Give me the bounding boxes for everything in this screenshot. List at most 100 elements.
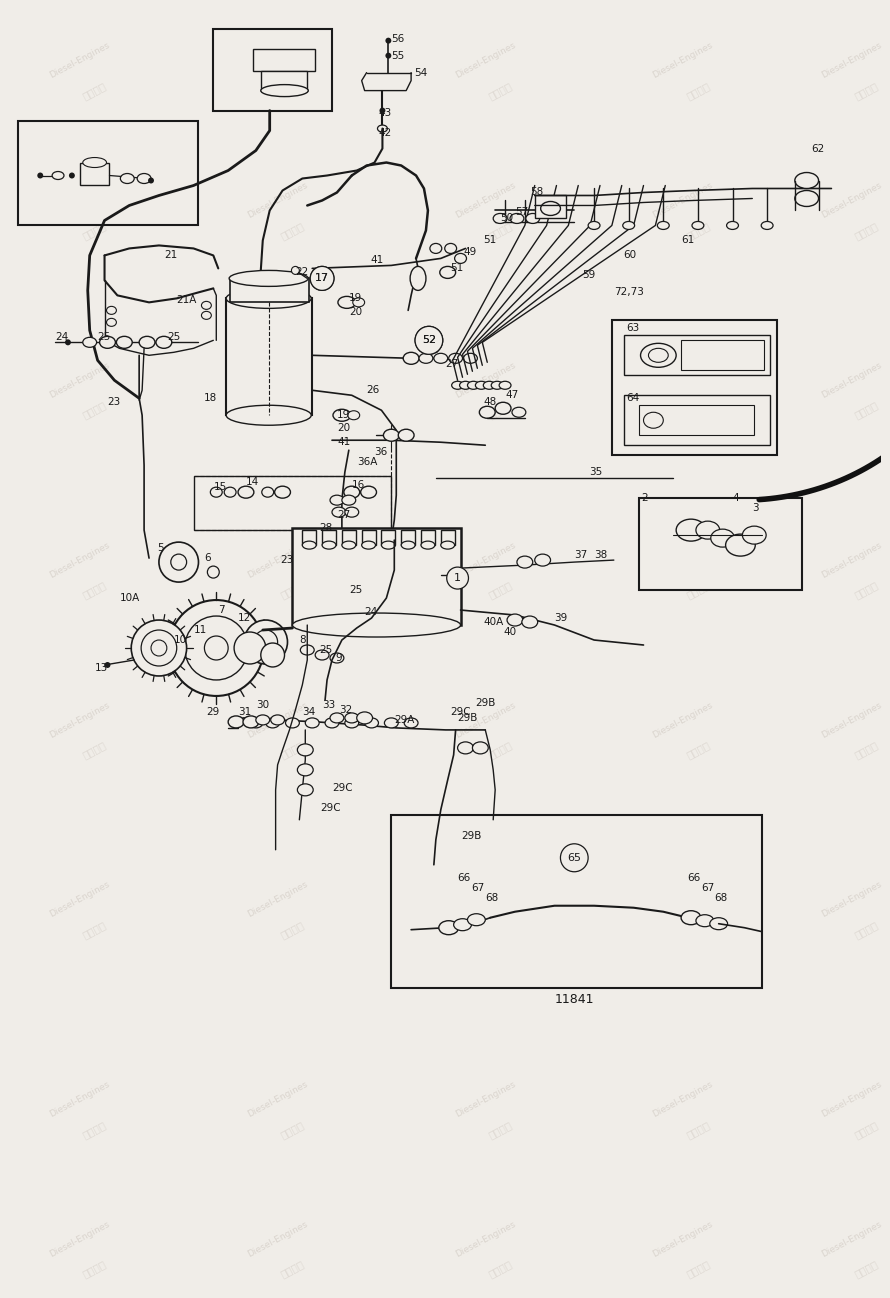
Text: Diesel-Engines: Diesel-Engines [48,1220,111,1259]
Bar [392,815,762,988]
Bar [421,530,435,545]
Text: 29C: 29C [320,803,341,813]
Ellipse shape [398,430,414,441]
Text: Diesel-Engines: Diesel-Engines [820,880,883,919]
Text: 52: 52 [422,335,436,345]
Text: 66: 66 [457,872,471,883]
Text: Diesel-Engines: Diesel-Engines [48,1080,111,1119]
Ellipse shape [430,244,441,253]
Ellipse shape [480,406,495,418]
Ellipse shape [293,613,460,637]
Text: Diesel-Engines: Diesel-Engines [454,1080,517,1119]
Text: Diesel-Engines: Diesel-Engines [48,361,111,400]
Text: 紫发动力: 紫发动力 [279,580,306,601]
Circle shape [261,643,285,667]
Ellipse shape [330,495,344,505]
Ellipse shape [449,353,463,363]
Circle shape [385,53,392,58]
Text: Diesel-Engines: Diesel-Engines [820,700,883,740]
Text: 62: 62 [812,144,825,153]
Ellipse shape [535,554,551,566]
Bar [303,530,316,545]
Ellipse shape [229,270,308,287]
Text: Diesel-Engines: Diesel-Engines [820,1080,883,1119]
Text: 51: 51 [483,235,497,245]
Ellipse shape [439,920,458,935]
Ellipse shape [344,487,360,498]
Text: 22: 22 [295,267,309,278]
Circle shape [37,173,44,179]
Ellipse shape [641,344,676,367]
Text: 紫发动力: 紫发动力 [853,221,879,240]
Text: 21A: 21A [177,296,197,305]
Text: Diesel-Engines: Diesel-Engines [246,1220,310,1259]
Ellipse shape [238,487,254,498]
Ellipse shape [761,222,773,230]
Text: 紫发动力: 紫发动力 [81,1119,108,1140]
Bar [624,335,770,375]
Ellipse shape [210,487,222,497]
Ellipse shape [322,541,336,549]
Text: 25: 25 [349,585,362,594]
Text: Diesel-Engines: Diesel-Engines [651,540,715,580]
Text: 40A: 40A [483,617,504,627]
Text: 30: 30 [255,700,269,710]
Ellipse shape [325,718,339,728]
Bar [80,162,109,186]
Text: 紫发动力: 紫发动力 [81,400,108,421]
Text: 68: 68 [715,893,728,902]
Text: 4: 4 [732,493,740,504]
Ellipse shape [228,716,244,728]
Text: 紫发动力: 紫发动力 [853,1259,879,1280]
Ellipse shape [404,718,418,728]
Ellipse shape [499,382,511,389]
Text: 7: 7 [218,605,225,615]
Text: 8: 8 [299,635,306,645]
Text: 紫发动力: 紫发动力 [279,80,306,101]
Ellipse shape [83,157,107,167]
Ellipse shape [333,409,351,422]
Ellipse shape [421,541,435,549]
Circle shape [234,632,266,665]
Ellipse shape [338,296,356,309]
Circle shape [385,38,392,44]
Ellipse shape [261,84,308,96]
Text: 紫发动力: 紫发动力 [279,221,306,240]
Text: 66: 66 [687,872,700,883]
Ellipse shape [137,174,151,183]
Text: 60: 60 [624,251,637,261]
Text: 紫发动力: 紫发动力 [853,740,879,761]
Bar [293,528,460,626]
Bar [342,530,356,545]
Circle shape [561,844,588,872]
Text: 紫发动力: 紫发动力 [684,1119,711,1140]
Circle shape [65,339,71,345]
Ellipse shape [365,718,378,728]
Ellipse shape [377,125,387,132]
Text: 12: 12 [238,613,251,623]
Ellipse shape [243,716,259,728]
Circle shape [207,566,219,578]
Text: 57: 57 [515,208,528,218]
Ellipse shape [352,297,365,306]
Ellipse shape [451,382,464,389]
Text: 28: 28 [426,345,439,356]
Text: Diesel-Engines: Diesel-Engines [454,540,517,580]
Bar [253,48,315,70]
Ellipse shape [361,541,376,549]
Text: 紫发动力: 紫发动力 [81,1259,108,1280]
Ellipse shape [711,530,734,548]
Text: 紫发动力: 紫发动力 [853,80,879,101]
Bar [611,321,777,456]
Ellipse shape [344,713,359,723]
Bar [638,498,802,591]
Circle shape [169,600,263,696]
Ellipse shape [795,173,819,188]
Text: 47: 47 [505,391,518,400]
Text: Diesel-Engines: Diesel-Engines [454,42,517,80]
Text: 紫发动力: 紫发动力 [279,1259,306,1280]
Text: 26: 26 [367,386,380,396]
Circle shape [131,620,187,676]
Text: 10A: 10A [119,593,140,604]
Text: 29B: 29B [457,713,478,723]
